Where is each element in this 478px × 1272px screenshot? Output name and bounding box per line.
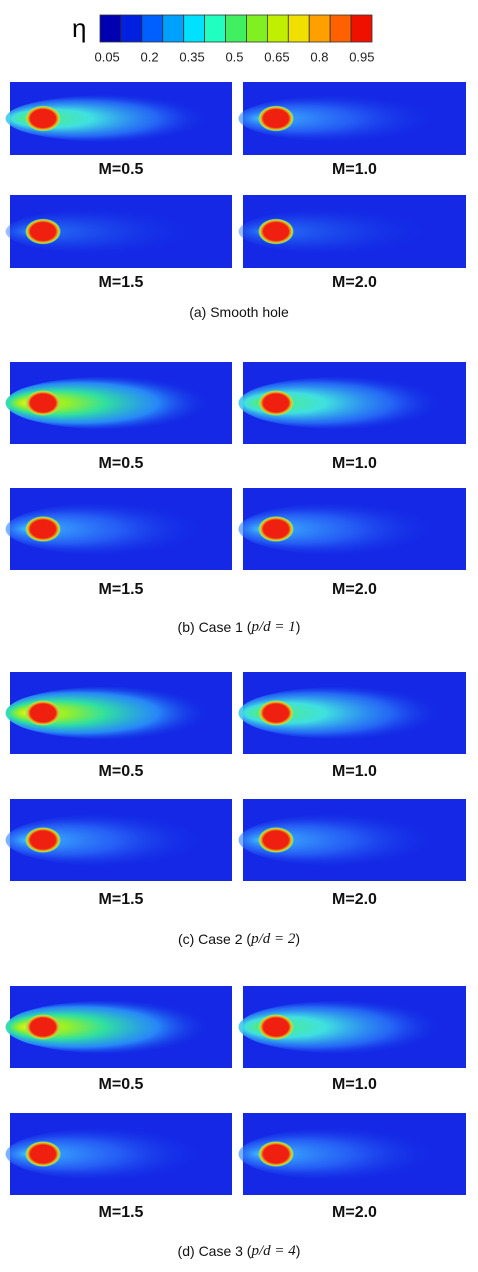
hole <box>25 390 61 416</box>
caption-math: p/d = 2 <box>250 931 296 947</box>
caption-label: (b) <box>178 619 195 635</box>
film-plume <box>5 1127 215 1181</box>
hole <box>258 1141 294 1167</box>
hole <box>25 827 61 853</box>
panel-label: M=0.5 <box>99 763 144 780</box>
hole <box>258 1014 294 1040</box>
colorbar-tick-label: 0.95 <box>349 49 374 64</box>
panel-label: M=1.5 <box>99 274 144 291</box>
hole <box>258 390 294 416</box>
caption: (b) Case 1 (p/d = 1) <box>178 619 301 636</box>
film-plume <box>238 95 449 142</box>
panel-label: M=0.5 <box>99 161 144 178</box>
colorbar-segment <box>266 14 289 43</box>
film-plume <box>5 813 215 867</box>
panel-label: M=0.5 <box>99 1076 144 1093</box>
hole <box>25 700 61 726</box>
film-plume <box>238 813 449 867</box>
caption-label: (d) <box>178 1243 195 1259</box>
panel-label: M=1.0 <box>332 1076 377 1093</box>
colorbar-segment <box>246 14 268 43</box>
colorbar-tick-label: 0.2 <box>141 49 159 64</box>
colorbar-segment <box>287 14 310 43</box>
hole <box>25 218 61 245</box>
colorbar-segment <box>162 14 185 43</box>
colorbar-segment <box>204 14 226 43</box>
colorbar-tick-label: 0.35 <box>179 49 204 64</box>
colorbar-segment <box>120 14 143 43</box>
panel-label: M=0.5 <box>99 455 144 472</box>
hole <box>258 218 294 245</box>
colorbar-tick-label: 0.8 <box>310 49 328 64</box>
caption-label: (c) <box>178 931 194 947</box>
hole <box>258 827 294 853</box>
hole <box>258 105 294 132</box>
film-plume <box>238 1000 449 1054</box>
panel-label: M=2.0 <box>332 581 377 598</box>
panel-label: M=2.0 <box>332 891 377 908</box>
hole <box>25 1014 61 1040</box>
panel-label: M=1.5 <box>99 891 144 908</box>
caption-text: Case 2 <box>198 931 243 947</box>
film-plume <box>5 208 215 255</box>
film-plume <box>238 686 449 740</box>
film-plume <box>5 686 215 740</box>
panel-label: M=1.0 <box>332 763 377 780</box>
caption-text: Case 1 <box>199 619 244 635</box>
film-plume <box>5 95 215 142</box>
colorbar-segment <box>225 14 247 43</box>
panel-label: M=2.0 <box>332 1204 377 1221</box>
film-plume <box>238 502 449 556</box>
film-plume <box>238 1127 449 1181</box>
film-plume <box>5 1000 215 1054</box>
colorbar-tick-label: 0.05 <box>94 49 119 64</box>
colorbar-segment <box>350 14 373 43</box>
hole <box>258 516 294 542</box>
panel-label: M=2.0 <box>332 274 377 291</box>
colorbar-segment <box>308 14 331 43</box>
film-plume <box>238 376 449 430</box>
caption-label: (a) <box>189 304 206 320</box>
film-plume <box>5 376 215 430</box>
caption-text: Smooth hole <box>210 304 289 320</box>
colorbar-segment <box>99 14 122 43</box>
hole <box>25 1141 61 1167</box>
colorbar-tick-label: 0.65 <box>264 49 289 64</box>
hole <box>258 700 294 726</box>
caption-math: p/d = 1 <box>250 619 295 635</box>
colorbar-segment <box>183 14 206 43</box>
colorbar-tick-label: 0.5 <box>225 49 243 64</box>
panel-label: M=1.5 <box>99 1204 144 1221</box>
caption: (a) Smooth hole <box>189 304 289 320</box>
hole <box>25 105 61 132</box>
film-plume <box>238 208 449 255</box>
film-plume <box>5 502 215 556</box>
caption-math: p/d = 4 <box>250 1243 296 1259</box>
panel-label: M=1.0 <box>332 455 377 472</box>
colorbar-segment <box>141 14 164 43</box>
colorbar-label: η <box>72 13 86 43</box>
hole <box>25 516 61 542</box>
colorbar-segment <box>329 14 352 43</box>
caption-text: Case 3 <box>199 1243 244 1259</box>
panel-label: M=1.0 <box>332 161 377 178</box>
caption: (c) Case 2 (p/d = 2) <box>178 931 300 948</box>
caption: (d) Case 3 (p/d = 4) <box>178 1243 301 1260</box>
panel-label: M=1.5 <box>99 581 144 598</box>
